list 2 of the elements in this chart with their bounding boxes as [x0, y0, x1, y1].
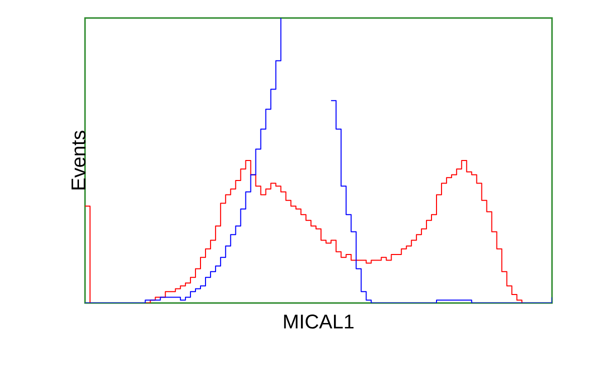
- x-axis-title: MICAL1: [284, 314, 354, 329]
- y-axis-title: Events: [72, 130, 86, 190]
